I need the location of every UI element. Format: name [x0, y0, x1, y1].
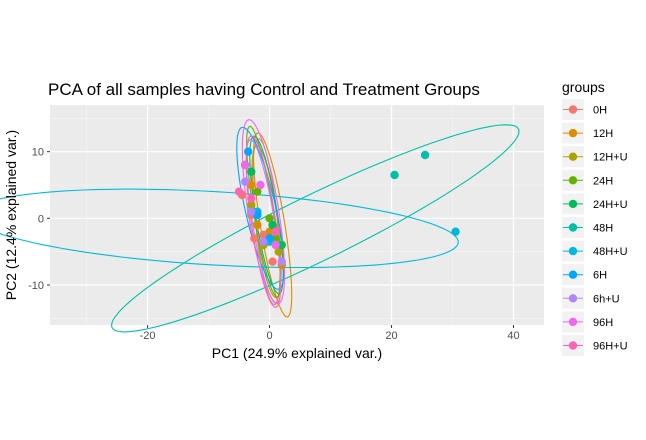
- chart-title: PCA of all samples having Control and Tr…: [48, 80, 480, 99]
- y-tick-label: -10: [28, 280, 44, 292]
- x-tick-label: 20: [385, 330, 397, 342]
- legend-label: 96H+U: [593, 341, 628, 353]
- legend-dot: [568, 246, 578, 256]
- x-tick-label: 40: [507, 330, 519, 342]
- point-48H: [420, 150, 430, 160]
- plot-panel: [50, 105, 544, 325]
- legend-label: 24H+U: [593, 199, 628, 211]
- legend-label: 6H: [593, 270, 607, 282]
- legend-label: 0H: [593, 105, 607, 117]
- point-12H: [265, 227, 274, 236]
- legend-dot: [568, 199, 578, 209]
- legend-dot: [568, 294, 578, 303]
- legend-label: 12H+U: [593, 152, 628, 164]
- point-96H+U: [234, 187, 244, 196]
- ellipse-48H+U: [0, 188, 459, 269]
- x-tick-label: -20: [140, 330, 156, 342]
- point-0H: [268, 257, 277, 266]
- legend-dot: [568, 317, 578, 327]
- point-48H: [390, 170, 399, 180]
- legend-dot: [568, 270, 578, 279]
- point-96H+U: [247, 194, 256, 203]
- point-96H: [240, 160, 250, 170]
- point-0H: [250, 234, 259, 243]
- legend-dot: [568, 341, 578, 350]
- legend-dot: [568, 128, 578, 138]
- x-tick-label: 0: [266, 330, 272, 342]
- legend-label: 48H+U: [593, 246, 628, 258]
- x-axis-label: PC1 (24.9% explained var.): [212, 345, 382, 361]
- legend-label: 48H: [593, 223, 613, 235]
- point-96H: [271, 240, 280, 250]
- legend-dot: [568, 176, 578, 185]
- point-24H+U: [277, 240, 286, 250]
- ellipse-48H: [111, 124, 520, 333]
- y-tick-label: 0: [38, 213, 44, 225]
- point-6h+U: [247, 207, 256, 216]
- legend-label: 96H: [593, 317, 613, 329]
- point-48H+U: [451, 227, 460, 236]
- point-12H: [253, 220, 262, 230]
- point-24H+U: [268, 220, 277, 230]
- legend: groups 0H 12H 12H+U 24H 24H+U 48H 48H+U 6H 6h+U 9…: [562, 79, 628, 356]
- y-axis-label: PC2 (12.4% explained var.): [3, 130, 19, 300]
- point-6H: [244, 147, 253, 156]
- point-96H: [256, 180, 265, 190]
- point-12H+U: [274, 247, 283, 256]
- legend-dot: [568, 152, 578, 161]
- point-6h+U: [277, 257, 286, 266]
- ellipse-12H: [252, 132, 293, 318]
- point-96H+U: [271, 227, 280, 236]
- point-24H: [265, 214, 274, 223]
- legend-label: 6h+U: [593, 293, 620, 305]
- legend-label: 24H: [593, 175, 613, 187]
- y-tick-label: 10: [32, 147, 44, 159]
- legend-title: groups: [562, 79, 605, 95]
- point-6h+U: [259, 237, 268, 246]
- point-24H: [253, 187, 262, 196]
- point-6h+U: [240, 177, 250, 186]
- data-points: [234, 147, 460, 270]
- point-12H+U: [247, 200, 256, 210]
- legend-dot: [568, 105, 578, 114]
- legend-dot: [568, 223, 578, 232]
- axes: -20 0 20 40 -10 0 10: [28, 147, 520, 342]
- point-24H+U: [247, 167, 256, 176]
- legend-label: 12H: [593, 128, 613, 140]
